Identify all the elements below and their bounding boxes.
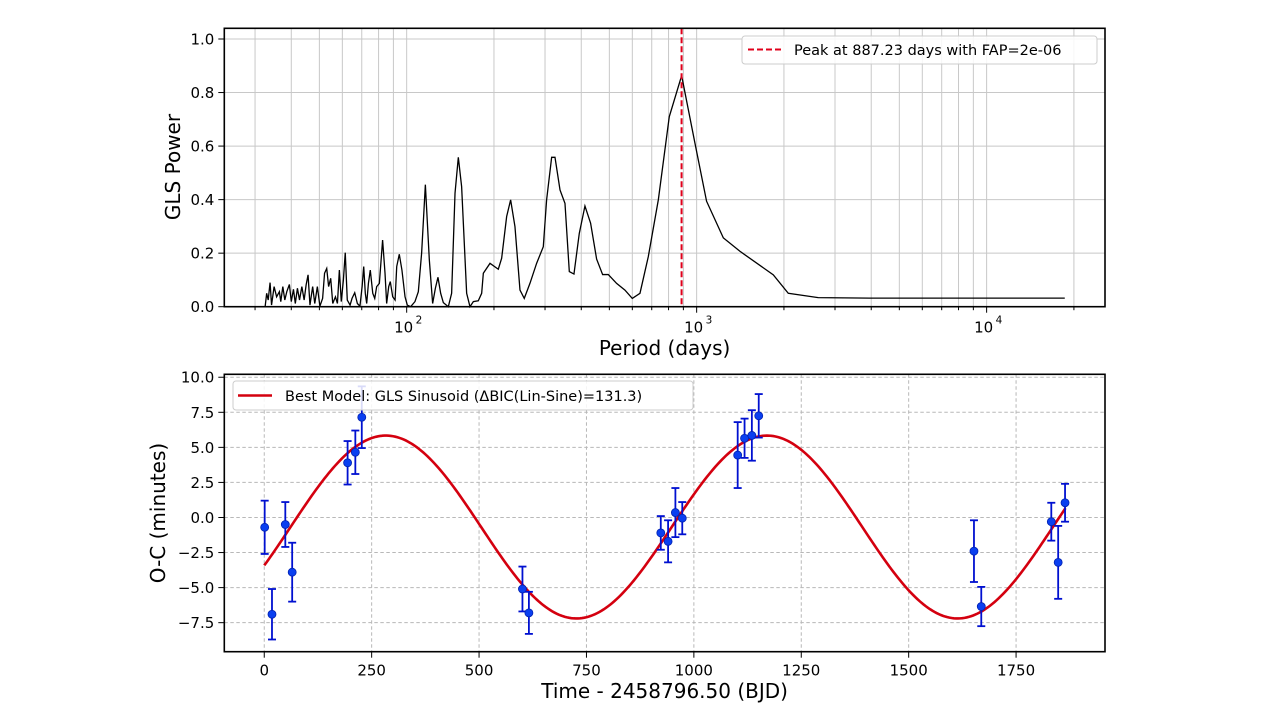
data-point (733, 450, 743, 460)
data-point (740, 433, 749, 443)
data-point (518, 584, 527, 594)
legend-peak-label: Peak at 887.23 days with FAP=2e-06 (794, 43, 1061, 59)
data-point (287, 567, 297, 577)
data-point (1046, 517, 1056, 527)
data-point (670, 508, 680, 517)
x-tick-label: 1750 (997, 662, 1035, 680)
y-tick-label: 5.0 (190, 439, 214, 457)
x-tick-exponent: 4 (996, 315, 1003, 327)
x-tick-label: 750 (572, 662, 601, 680)
y-tick-label: 0.6 (190, 138, 214, 156)
periodogram-frame (223, 27, 1106, 308)
y-tick-label: 0.2 (190, 245, 214, 263)
x-tick-label: 10 (394, 319, 413, 337)
periodogram-ylabel: GLS Power (161, 113, 185, 220)
data-point (976, 602, 986, 611)
data-point (754, 411, 764, 421)
y-tick-label: 10.0 (181, 369, 214, 387)
periodogram-legend: Peak at 887.23 days with FAP=2e-06 (741, 35, 1098, 65)
periodogram-panel: 0.00.20.40.60.81.010 2 10 3 10 4 Peak at 887.… (161, 27, 1106, 360)
oc-points (260, 385, 1070, 641)
data-point (656, 528, 666, 538)
x-tick-label: 1000 (675, 662, 713, 680)
data-point (524, 608, 534, 618)
data-point (747, 431, 757, 440)
data-point (267, 609, 277, 619)
periodogram-xlabel: Period (days) (599, 336, 731, 360)
y-tick-label: 0.0 (190, 298, 214, 316)
x-tick-label: 0 (259, 662, 269, 680)
y-tick-label: −2.5 (178, 544, 214, 562)
y-tick-label: −5.0 (178, 579, 214, 597)
oc-panel: 0 250 500 750 1000 1250 1500 1750 −7.5 −5.0 −2.5 0.… (146, 369, 1106, 703)
periodogram-line (264, 75, 1065, 309)
x-tick-label: 10 (684, 319, 703, 337)
y-tick-label: 0.4 (190, 191, 214, 209)
periodogram-ticks: 0.00.20.40.60.81.010 2 10 3 10 4 (190, 31, 1075, 337)
data-point (677, 513, 687, 523)
x-tick-label: 250 (357, 662, 386, 680)
data-point (343, 458, 352, 468)
oc-grid (224, 374, 1105, 652)
data-point (1060, 498, 1070, 508)
model-sinusoid-line (263, 434, 1067, 620)
y-tick-label: 0.8 (190, 84, 214, 102)
y-tick-label: −7.5 (178, 614, 214, 632)
y-tick-label: 0.0 (190, 509, 214, 527)
legend-model-label: Best Model: GLS Sinusoid (ΔBIC(Lin-Sine)… (285, 389, 642, 405)
oc-xlabel: Time - 2458796.50 (BJD) (540, 679, 788, 703)
data-point (280, 520, 290, 529)
x-tick-exponent: 3 (706, 315, 713, 327)
oc-frame (223, 373, 1106, 653)
x-tick-exponent: 2 (416, 315, 423, 327)
x-tick-label: 1250 (782, 662, 820, 680)
y-tick-label: 7.5 (190, 404, 214, 422)
oc-ticks: 0 250 500 750 1000 1250 1500 1750 −7.5 −5.0 −2.5 0.… (178, 369, 1035, 680)
data-point (1053, 557, 1063, 567)
y-tick-label: 2.5 (190, 474, 214, 492)
x-tick-label: 10 (974, 319, 993, 337)
oc-legend: Best Model: GLS Sinusoid (ΔBIC(Lin-Sine)… (232, 380, 694, 411)
periodogram-grid (224, 28, 1105, 308)
y-tick-label: 1.0 (190, 31, 214, 49)
data-point (969, 546, 979, 556)
x-tick-label: 500 (465, 662, 494, 680)
data-point (350, 447, 360, 457)
data-point (357, 412, 367, 422)
x-tick-label: 1500 (890, 662, 928, 680)
oc-ylabel: O-C (minutes) (146, 443, 170, 583)
data-point (260, 522, 270, 532)
data-point (663, 536, 673, 546)
